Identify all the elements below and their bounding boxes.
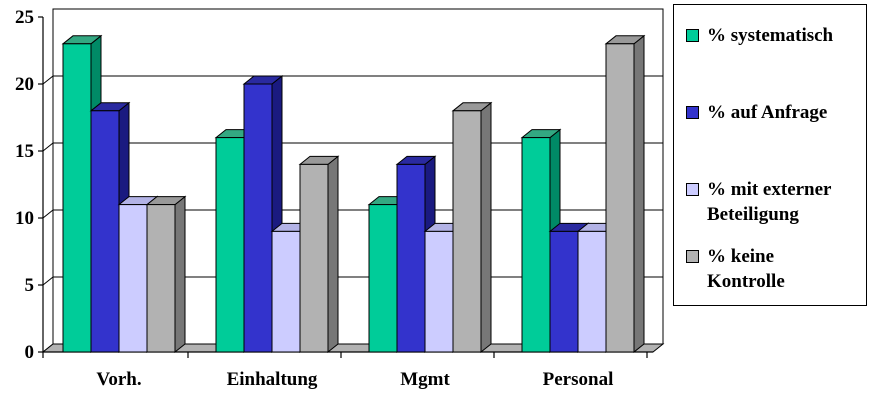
bar [145, 195, 187, 354]
bar-front [424, 230, 454, 353]
bar-front [577, 230, 607, 353]
y-tick-label: 25 [15, 7, 34, 28]
side-wall [42, 9, 54, 353]
labels: 0 5 10 15 20 25 Vorh. Einhaltung Mgmt Personal [15, 7, 613, 390]
legend-item-auf-anfrage: % auf Anfrage [686, 100, 867, 125]
bar-front [299, 163, 329, 353]
bar-front [215, 137, 245, 353]
legend-swatch-keine-kontrolle [686, 250, 699, 263]
legend-label-systematisch: % systematisch [707, 25, 834, 46]
bar-front [90, 110, 120, 353]
gridline [42, 142, 663, 152]
legend-item-systematisch: % systematisch [686, 23, 867, 48]
x-tick-label: Vorh. [96, 369, 141, 390]
bar-front [243, 83, 273, 353]
bar-front [118, 204, 148, 353]
y-tick-label: 15 [15, 141, 34, 162]
bar-front [368, 204, 398, 353]
bar [298, 155, 340, 354]
bar-front [396, 163, 426, 353]
legend-item-keine-kontrolle: % keine Kontrolle [686, 244, 867, 294]
legend-swatch-systematisch [686, 29, 699, 42]
y-tick-label: 10 [15, 208, 34, 229]
legend-swatch-externe-beteiligung [686, 183, 699, 196]
bar-side [327, 155, 339, 354]
legend-label-auf-anfrage: % auf Anfrage [707, 102, 828, 123]
bar [89, 101, 131, 354]
bar-front [62, 43, 92, 353]
gridline [42, 75, 663, 85]
bar-front [452, 110, 482, 353]
bar-chart: 0 5 10 15 20 25 Vorh. Einhaltung Mgmt Personal [15, 7, 665, 390]
legend-swatch-auf-anfrage [686, 106, 699, 119]
x-tick-label: Personal [543, 369, 614, 390]
bar [451, 101, 493, 354]
bar-side [480, 101, 492, 354]
x-tick-label: Mgmt [400, 369, 450, 390]
bar-side [174, 195, 186, 354]
bar-front [271, 230, 301, 353]
legend-label-keine-kontrolle: % keine Kontrolle [707, 246, 785, 292]
bars [61, 34, 646, 354]
legend-item-externe-beteiligung: % mit externer Beteiligung [686, 177, 867, 227]
bar-front [521, 137, 551, 353]
y-tick-label: 20 [15, 74, 34, 95]
y-tick-label: 0 [25, 342, 35, 363]
y-tick-label: 5 [25, 275, 35, 296]
bar-side [633, 34, 645, 354]
legend-label-externe-beteiligung: % mit externer Beteiligung [707, 179, 832, 225]
legend: % systematisch % auf Anfrage % mit exter… [673, 4, 867, 306]
bar-front [146, 204, 176, 353]
bar-front [605, 43, 635, 353]
bar-front [549, 230, 579, 353]
bar [604, 34, 646, 354]
x-tick-label: Einhaltung [227, 369, 318, 390]
